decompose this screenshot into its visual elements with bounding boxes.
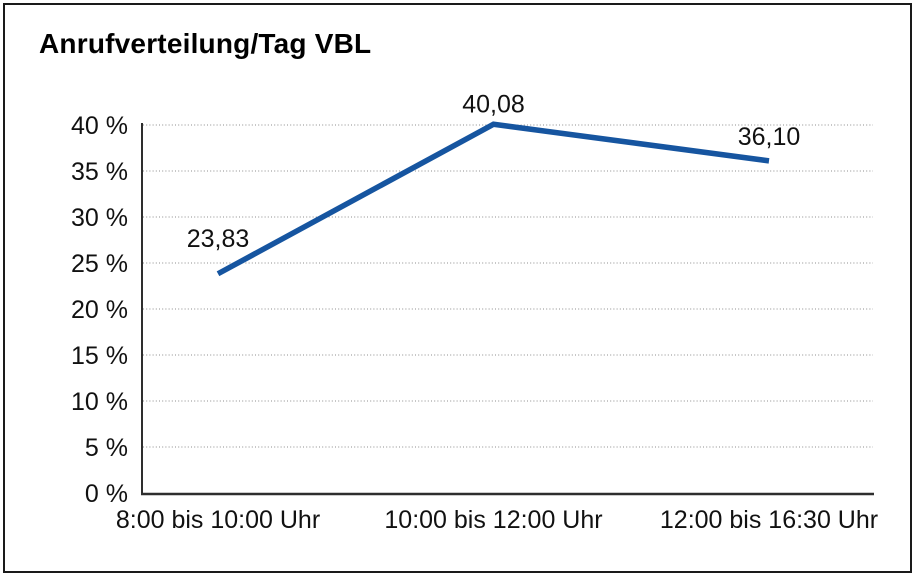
chart-frame <box>3 3 912 573</box>
data-line <box>216 121 770 277</box>
y-tick-label: 20 % <box>71 296 128 324</box>
x-axis-label: 12:00 bis 16:30 Uhr <box>660 506 878 534</box>
data-point-label: 40,08 <box>462 90 525 118</box>
y-tick-label: 15 % <box>71 342 128 370</box>
y-tick-label: 35 % <box>71 158 128 186</box>
x-axis-label: 8:00 bis 10:00 Uhr <box>116 506 320 534</box>
y-tick-label: 10 % <box>71 388 128 416</box>
chart-title: Anrufverteilung/Tag VBL <box>39 28 372 59</box>
y-tick-label: 5 % <box>85 434 128 462</box>
y-tick-label: 25 % <box>71 250 128 278</box>
y-tick-label: 0 % <box>85 480 128 508</box>
y-tick-label: 40 % <box>71 112 128 140</box>
y-tick-label: 30 % <box>71 204 128 232</box>
data-point-label: 36,10 <box>738 123 801 151</box>
data-point-label: 23,83 <box>187 225 250 253</box>
x-axis-label: 10:00 bis 12:00 Uhr <box>384 506 602 534</box>
